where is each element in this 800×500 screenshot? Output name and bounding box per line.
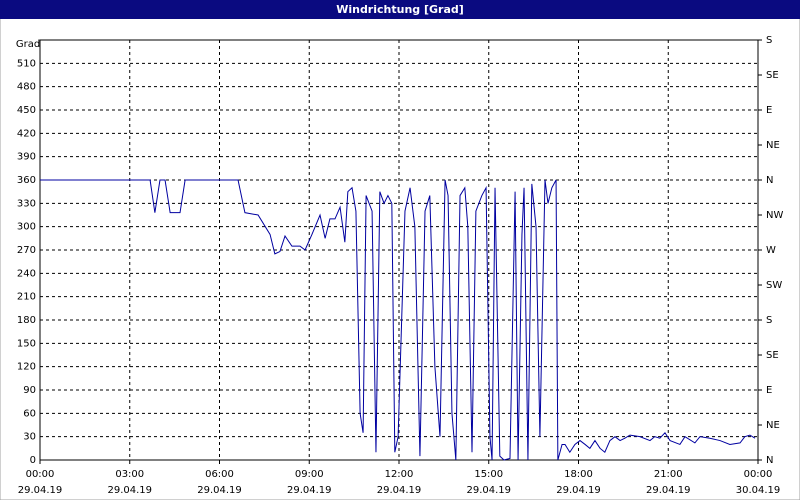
y-tick-label: 30 [23,432,36,443]
x-tick-date: 29.04.19 [197,485,242,496]
x-tick-label: 15:00 [474,469,503,480]
y2-tick-label: NE [766,420,780,431]
y2-tick-label: N [766,175,773,186]
y-tick-label: 450 [17,105,36,116]
y2-tick-label: NW [766,210,783,221]
x-tick-label: 12:00 [385,469,414,480]
title-bar [0,0,800,19]
x-tick-label: 00:00 [744,469,773,480]
x-tick-date: 29.04.19 [466,485,511,496]
y2-tick-label: SE [766,350,779,361]
y2-tick-label: SW [766,280,782,291]
y2-tick-label: S [766,315,772,326]
y-tick-label: 480 [17,82,36,93]
y2-tick-label: E [766,105,772,116]
data-line [40,179,756,461]
y2-tick-label: S [766,35,772,46]
chart-title: Windrichtung [Grad] [336,3,464,16]
y-tick-label: 270 [17,245,36,256]
y-tick-label: 300 [17,222,36,233]
x-tick-date: 29.04.19 [107,485,152,496]
y-tick-label: 390 [17,152,36,163]
y-tick-label: 420 [17,128,36,139]
y-axis-label: Grad [16,39,40,50]
y-tick-label: 360 [17,175,36,186]
y2-tick-label: W [766,245,776,256]
y-tick-label: 0 [30,455,36,466]
y2-tick-label: N [766,455,773,466]
x-tick-label: 09:00 [295,469,324,480]
x-tick-label: 18:00 [564,469,593,480]
x-tick-label: 03:00 [115,469,144,480]
y2-tick-label: NE [766,140,780,151]
y-tick-label: 240 [17,268,36,279]
x-tick-date: 30.04.19 [736,485,781,496]
x-tick-label: 06:00 [205,469,234,480]
y-tick-label: 150 [17,338,36,349]
y-tick-label: 210 [17,292,36,303]
x-tick-label: 00:00 [26,469,55,480]
y-tick-label: 330 [17,198,36,209]
x-tick-date: 29.04.19 [18,485,63,496]
y2-tick-label: SE [766,70,779,81]
y-tick-label: 90 [23,385,36,396]
x-tick-date: 29.04.19 [556,485,601,496]
y-tick-label: 120 [17,362,36,373]
x-tick-label: 21:00 [654,469,683,480]
x-tick-date: 29.04.19 [377,485,422,496]
y-tick-label: 180 [17,315,36,326]
y-tick-label: 60 [23,408,36,419]
y2-tick-label: E [766,385,772,396]
y-tick-label: 510 [17,58,36,69]
x-tick-date: 29.04.19 [646,485,691,496]
x-tick-date: 29.04.19 [287,485,332,496]
